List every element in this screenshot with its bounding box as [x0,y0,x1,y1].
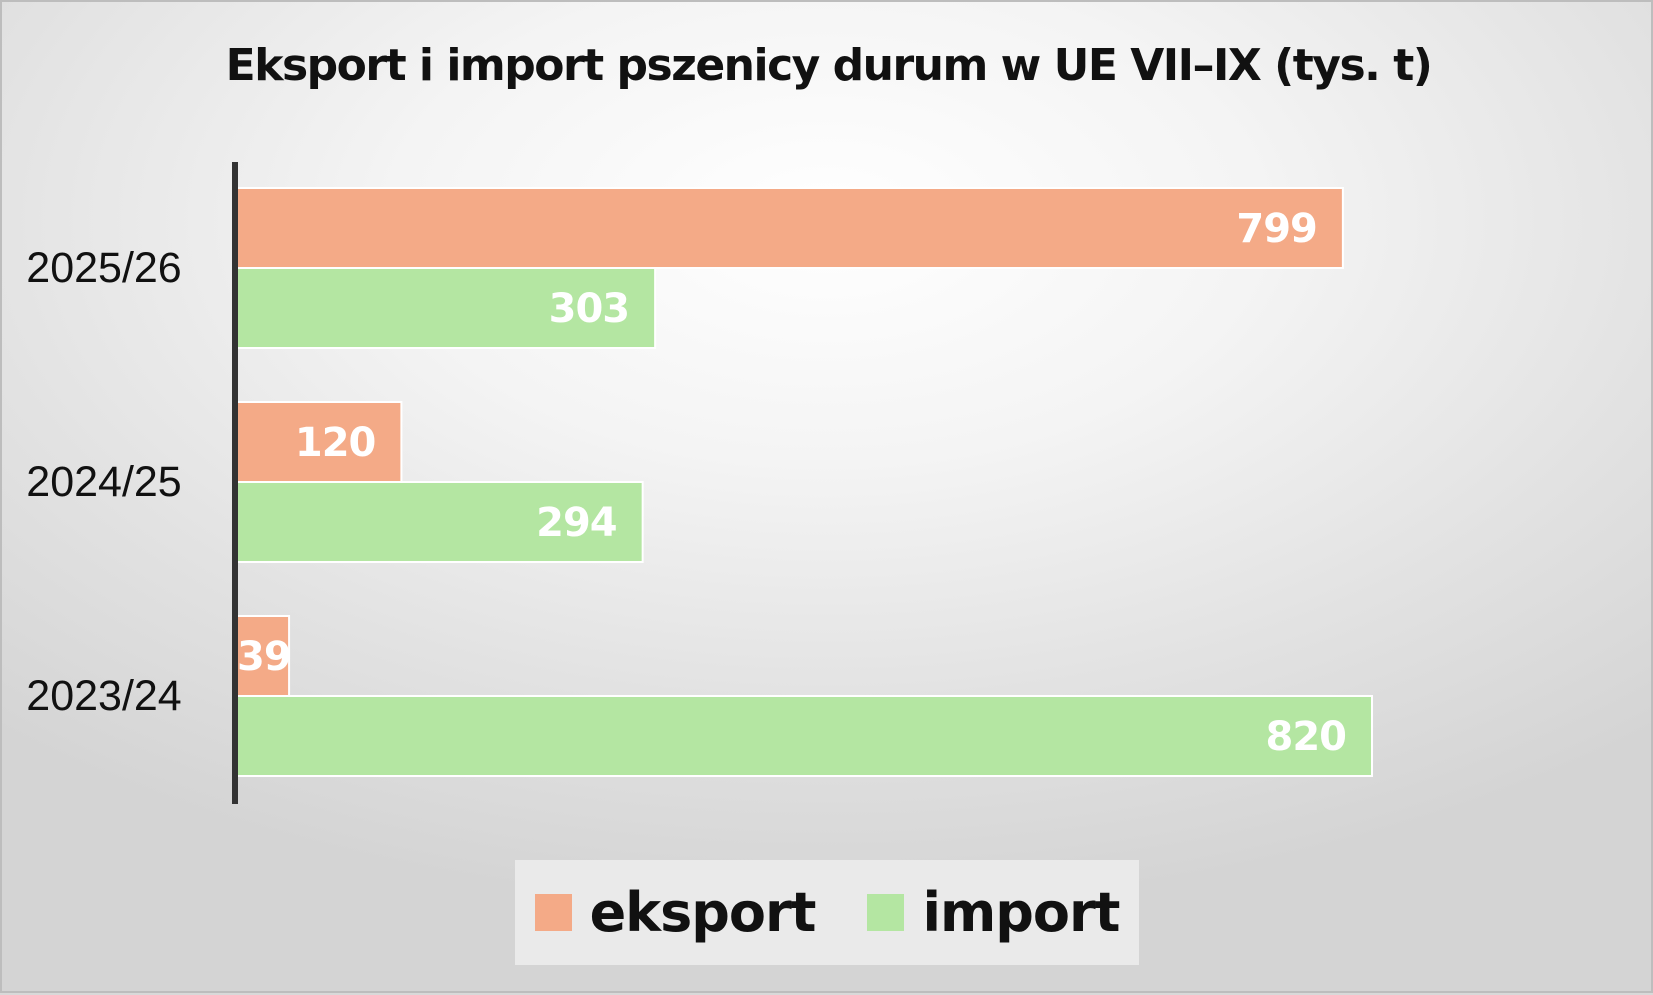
category-label-2025-26: 2025/26 [26,244,181,292]
legend-label-eksport: eksport [589,881,817,944]
bar-import-2024-25 [234,481,644,563]
legend-item-import: import [867,881,1120,944]
legend-label-import: import [922,881,1120,944]
bar-eksport-2025-26 [234,187,1344,269]
category-label-2024-25: 2024/25 [26,458,181,506]
legend-item-eksport: eksport [534,881,817,944]
chart-title: Eksport i import pszenicy durum w UE VII… [225,40,1433,91]
data-label-import-2024-25: 294 [536,500,617,546]
data-label-eksport-2025-26: 799 [1236,206,1317,252]
data-label-import-2025-26: 303 [549,286,630,332]
data-label-import-2023-24: 820 [1266,714,1347,760]
legend-swatch-eksport [534,894,572,931]
bar-eksport-2024-25 [234,401,403,483]
data-label-eksport-2023-24: 39 [237,634,291,680]
bar-import-2025-26 [234,267,657,349]
data-label-eksport-2024-25: 120 [295,420,376,466]
legend-swatch-import [867,894,905,931]
category-label-2023-24: 2023/24 [26,672,181,720]
bar-import-2023-24 [234,695,1373,777]
legend: eksport import [515,860,1139,965]
